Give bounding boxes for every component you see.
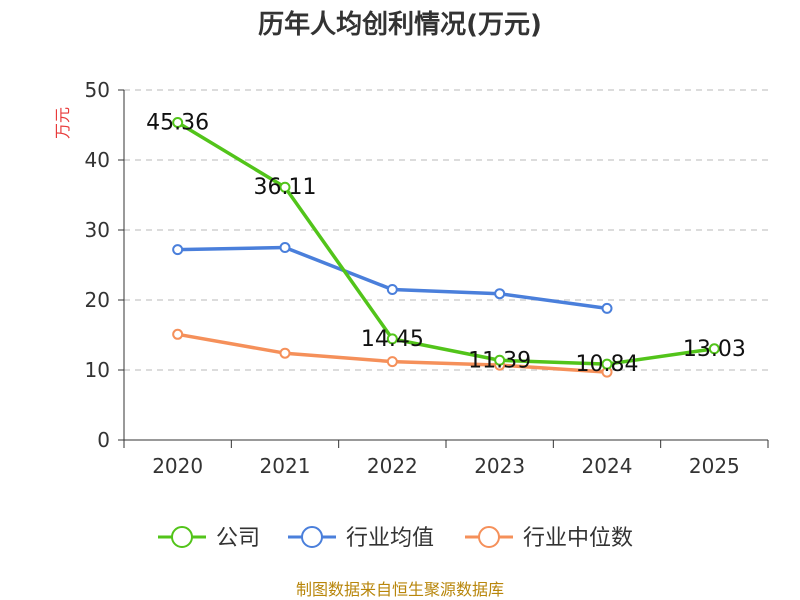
data-point — [601, 358, 613, 370]
data-label: 10.84 — [576, 352, 639, 377]
data-point — [279, 347, 291, 359]
data-label: 11.39 — [468, 348, 531, 373]
y-axis-unit-label: 万元 — [53, 107, 72, 139]
legend-swatch-marker — [301, 526, 323, 548]
data-label: 14.45 — [361, 327, 424, 352]
legend-item: 行业均值 — [288, 526, 434, 551]
data-point — [172, 328, 184, 340]
source-note: 制图数据来自恒生聚源数据库 — [296, 580, 504, 599]
data-point — [386, 284, 398, 295]
legend-swatch-marker — [478, 526, 500, 548]
data-labels: 45.36 36.11 14.45 11.39 10.84 13.03 — [146, 110, 746, 377]
data-point — [172, 244, 184, 256]
y-tick-label: 30 — [85, 218, 110, 242]
data-point — [279, 181, 291, 193]
series-line — [175, 245, 609, 311]
series-industry-mean — [172, 242, 613, 314]
legend-swatch-marker — [171, 526, 193, 548]
data-point — [172, 116, 184, 128]
y-tick-label: 10 — [85, 358, 110, 382]
y-tick-label: 0 — [97, 428, 110, 452]
legend-item: 公司 — [158, 526, 260, 551]
axes: 0 10 20 30 40 50 2020 2021 2022 2023 2024 2025 — [85, 78, 769, 478]
data-point — [494, 354, 506, 366]
x-tick-label: 2025 — [689, 454, 740, 478]
x-tick-label: 2022 — [367, 454, 418, 478]
y-tick-label: 20 — [85, 288, 110, 312]
data-point — [279, 242, 291, 253]
data-label: 45.36 — [146, 110, 209, 135]
x-tick-label: 2021 — [260, 454, 311, 478]
data-point — [494, 288, 506, 300]
x-tick-label: 2024 — [582, 454, 633, 478]
x-tick-label: 2020 — [152, 454, 203, 478]
legend-label: 公司 — [216, 526, 260, 551]
legend-label: 行业均值 — [346, 526, 434, 551]
legend: 公司 行业均值 行业中位数 — [158, 526, 633, 551]
series-industry-median — [172, 328, 613, 378]
y-tick-label: 40 — [85, 148, 110, 172]
data-label: 36.11 — [254, 175, 317, 200]
grid — [124, 89, 768, 371]
chart-title: 历年人均创利情况(万元) — [258, 9, 542, 40]
data-point — [601, 302, 613, 314]
series-company — [172, 116, 720, 370]
data-point — [386, 356, 398, 368]
series-line — [175, 120, 717, 366]
data-point — [386, 333, 398, 345]
legend-label: 行业中位数 — [523, 526, 633, 551]
data-point — [708, 343, 720, 355]
x-tick-label: 2023 — [474, 454, 525, 478]
series-group — [172, 116, 720, 378]
data-label: 13.03 — [683, 337, 746, 362]
y-tick-label: 50 — [85, 78, 110, 102]
legend-item: 行业中位数 — [465, 526, 633, 551]
